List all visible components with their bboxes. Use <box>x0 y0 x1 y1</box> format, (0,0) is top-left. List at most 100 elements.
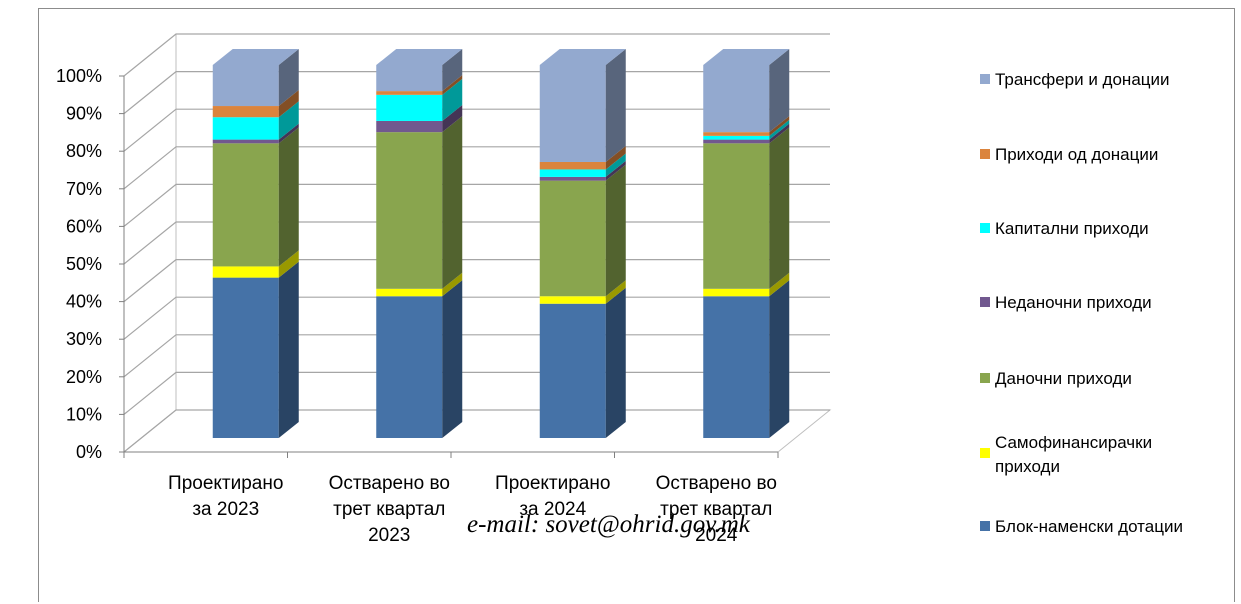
bar-side <box>442 280 463 438</box>
legend-label: Капитални приходи <box>995 219 1149 238</box>
y-tick-label: 20% <box>66 367 102 387</box>
bar-segment <box>212 101 299 140</box>
bar-segment <box>539 49 626 162</box>
bar-side <box>442 104 463 133</box>
bar-side <box>442 75 463 95</box>
bar-side <box>769 272 790 297</box>
bar-side <box>769 280 790 438</box>
x-category-label: Проектирано за 2024 <box>495 473 610 520</box>
bar-segment <box>703 119 790 140</box>
bar-front <box>703 135 770 140</box>
y-tick-label: 30% <box>66 329 102 349</box>
bar-front <box>703 143 770 289</box>
x-category-label: Остварено во трет квартал 2023 <box>329 473 450 546</box>
bar-segment <box>539 287 626 438</box>
y-tick-label: 70% <box>66 179 102 199</box>
y-tick-label: 10% <box>66 404 102 424</box>
legend-label: Даночни приходи <box>995 369 1132 388</box>
bar-side <box>442 49 463 92</box>
bar-side <box>605 49 626 162</box>
bar-side <box>605 153 626 177</box>
legend-item: Капитални приходи <box>980 219 1149 238</box>
bar-top <box>212 49 299 65</box>
bar-segment <box>376 104 463 133</box>
bar-front <box>703 296 770 438</box>
bar-front <box>212 106 279 118</box>
bar-segment <box>212 49 299 107</box>
bar-side <box>605 287 626 438</box>
legend-item: Самофинансирачки приходи <box>980 433 1152 476</box>
legend-item: Неданочни приходи <box>980 293 1152 312</box>
bar-side <box>605 164 626 297</box>
legend-swatch <box>980 149 990 159</box>
bar-front <box>539 180 606 297</box>
bar-front <box>376 65 443 92</box>
x-category-label: Остварено во трет квартал 2024 <box>656 473 777 546</box>
bar-side <box>769 127 790 289</box>
bar-segment <box>703 49 790 133</box>
bar-front <box>212 139 279 144</box>
y-tick-label: 60% <box>66 216 102 236</box>
bar-segment <box>539 160 626 181</box>
bar-segment <box>212 250 299 278</box>
legend-item: Блок-наменски дотации <box>980 517 1183 536</box>
legend-swatch <box>980 521 990 531</box>
legend-item: Даночни приходи <box>980 369 1132 388</box>
y-axis: 0% 10% 20% 30% 40% 50% 60% 70% 80% 90% 100% <box>56 66 125 462</box>
bar-top <box>376 49 463 65</box>
bar-side <box>769 123 790 144</box>
bar-side <box>278 123 299 144</box>
bar-front <box>539 303 606 438</box>
bar-side <box>605 160 626 181</box>
bar-side <box>769 49 790 133</box>
bar-segment <box>212 123 299 144</box>
bar-front <box>376 120 443 133</box>
bar-front <box>212 65 279 107</box>
x-category-label: Проектирано за 2023 <box>168 473 283 520</box>
bar-front <box>539 296 606 304</box>
legend-item: Трансфери и донации <box>980 70 1170 89</box>
bar-segment <box>703 123 790 144</box>
bar-segment <box>703 280 790 438</box>
legend-label: Самофинансирачки приходи <box>995 433 1152 476</box>
bar-front <box>703 288 770 297</box>
gridline <box>123 33 830 77</box>
legend-swatch <box>980 448 990 458</box>
bar-front <box>539 169 606 177</box>
bar-segment <box>212 90 299 118</box>
bar-side <box>605 280 626 304</box>
legend-swatch <box>980 74 990 84</box>
footer-email: e-mail: sovet@ohrid.gov.mk <box>467 511 751 538</box>
legend-item: Приходи од донации <box>980 145 1158 164</box>
bar-front <box>212 266 279 278</box>
bar-side <box>278 101 299 140</box>
legend-label: Приходи од донации <box>995 145 1158 164</box>
bar-segment <box>376 49 463 92</box>
bar-segment <box>703 127 790 289</box>
bar-front <box>703 139 770 144</box>
bar-top <box>703 49 790 65</box>
bar-segment <box>376 78 463 121</box>
legend-swatch <box>980 297 990 307</box>
x-axis: Проектирано за 2023 Остварено во трет кварт… <box>123 451 779 546</box>
legend-swatch <box>980 223 990 233</box>
bar-segment <box>212 127 299 267</box>
bar-front <box>212 117 279 140</box>
legend-label: Трансфери и донации <box>995 70 1170 89</box>
bar-front <box>376 91 443 95</box>
bar-front <box>539 161 606 170</box>
bar-segment <box>376 75 463 95</box>
y-tick-label: 50% <box>66 254 102 274</box>
y-tick-label: 40% <box>66 292 102 312</box>
bar-segment <box>539 145 626 170</box>
bar-front <box>376 94 443 121</box>
bar-front <box>539 176 606 181</box>
y-tick-label: 100% <box>56 66 102 86</box>
chart-frame <box>38 8 1235 602</box>
bar-front <box>703 65 770 133</box>
bar-segment <box>376 280 463 438</box>
bar-side <box>605 145 626 170</box>
bar-side <box>442 116 463 289</box>
bar-front <box>376 288 443 297</box>
